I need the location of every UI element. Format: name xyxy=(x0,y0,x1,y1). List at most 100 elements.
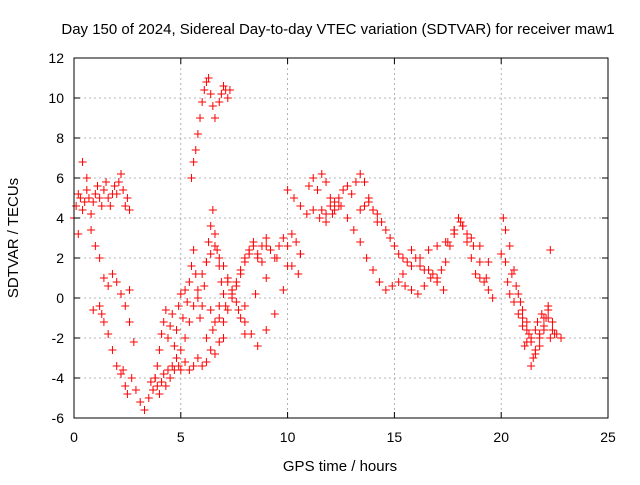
data-point xyxy=(153,382,162,390)
data-point xyxy=(121,382,130,390)
x-tick-label: 15 xyxy=(387,429,403,445)
data-point xyxy=(157,330,166,338)
data-point xyxy=(91,190,100,198)
data-point xyxy=(501,258,510,266)
data-point xyxy=(112,278,121,286)
data-point xyxy=(174,362,183,370)
data-point xyxy=(369,266,378,274)
data-point xyxy=(533,318,542,326)
chart-title: Day 150 of 2024, Sidereal Day-to-day VTE… xyxy=(61,21,614,38)
data-point xyxy=(546,246,555,254)
data-point xyxy=(398,270,407,278)
data-point xyxy=(129,338,138,346)
y-tick-label: 10 xyxy=(48,90,64,106)
data-point xyxy=(266,246,275,254)
data-point xyxy=(146,378,155,386)
data-point xyxy=(369,206,378,214)
data-point xyxy=(228,290,237,298)
data-point xyxy=(529,354,538,362)
data-point xyxy=(149,386,158,394)
data-point xyxy=(206,222,215,230)
data-point xyxy=(221,302,230,310)
data-point xyxy=(223,306,232,314)
data-point xyxy=(89,306,98,314)
data-point xyxy=(322,178,331,186)
data-point xyxy=(463,238,472,246)
data-point xyxy=(377,218,386,226)
axis-ticks: 0 5 10 15 20 25 -6 -4 -2 0 2 4 6 8 10 12 xyxy=(48,50,616,445)
data-point xyxy=(80,198,89,206)
data-point xyxy=(219,334,228,342)
data-point xyxy=(548,318,557,326)
data-point xyxy=(210,242,219,250)
data-point xyxy=(360,202,369,210)
data-point xyxy=(155,346,164,354)
data-point xyxy=(262,326,271,334)
data-point xyxy=(176,366,185,374)
data-point xyxy=(78,158,87,166)
data-point xyxy=(546,334,555,342)
data-point xyxy=(170,342,179,350)
data-point xyxy=(512,282,521,290)
data-point xyxy=(108,270,117,278)
data-point xyxy=(193,130,202,138)
data-point xyxy=(245,250,254,258)
data-point xyxy=(161,306,170,314)
data-point xyxy=(458,222,467,230)
data-point xyxy=(253,342,262,350)
data-point xyxy=(236,314,245,322)
y-tick-label: 8 xyxy=(56,130,64,146)
data-point xyxy=(189,362,198,370)
data-point xyxy=(535,342,544,350)
data-point xyxy=(176,290,185,298)
data-point xyxy=(193,294,202,302)
data-point xyxy=(484,286,493,294)
data-point xyxy=(262,274,271,282)
data-point xyxy=(202,358,211,366)
data-points xyxy=(70,74,566,414)
data-point xyxy=(151,374,160,382)
data-point xyxy=(189,302,198,310)
data-point xyxy=(539,314,548,322)
data-point xyxy=(97,310,106,318)
y-tick-label: 12 xyxy=(48,50,64,66)
data-point xyxy=(236,270,245,278)
data-point xyxy=(136,398,145,406)
data-point xyxy=(198,270,207,278)
data-point xyxy=(104,282,113,290)
y-tick-label: 4 xyxy=(56,210,64,226)
data-point xyxy=(356,206,365,214)
data-point xyxy=(204,238,213,246)
data-point xyxy=(467,254,476,262)
data-point xyxy=(206,306,215,314)
data-point xyxy=(364,198,373,206)
data-point xyxy=(428,270,437,278)
data-point xyxy=(206,90,215,98)
data-point xyxy=(178,314,187,322)
data-point xyxy=(187,174,196,182)
data-point xyxy=(283,242,292,250)
data-point xyxy=(99,186,108,194)
data-point xyxy=(287,262,296,270)
data-point xyxy=(72,202,81,210)
data-point xyxy=(514,290,523,298)
data-point xyxy=(514,310,523,318)
data-point xyxy=(272,254,281,262)
data-point xyxy=(240,258,249,266)
data-point xyxy=(296,202,305,210)
data-point xyxy=(302,210,311,218)
data-point xyxy=(104,330,113,338)
data-point xyxy=(215,98,224,106)
data-point xyxy=(82,186,91,194)
data-point xyxy=(202,334,211,342)
data-point xyxy=(189,246,198,254)
data-point xyxy=(339,186,348,194)
data-point xyxy=(185,278,194,286)
data-point xyxy=(187,262,196,270)
data-point xyxy=(198,302,207,310)
data-point xyxy=(437,266,446,274)
data-point xyxy=(388,282,397,290)
data-point xyxy=(210,318,219,326)
y-tick-label: 2 xyxy=(56,250,64,266)
data-point xyxy=(223,94,232,102)
